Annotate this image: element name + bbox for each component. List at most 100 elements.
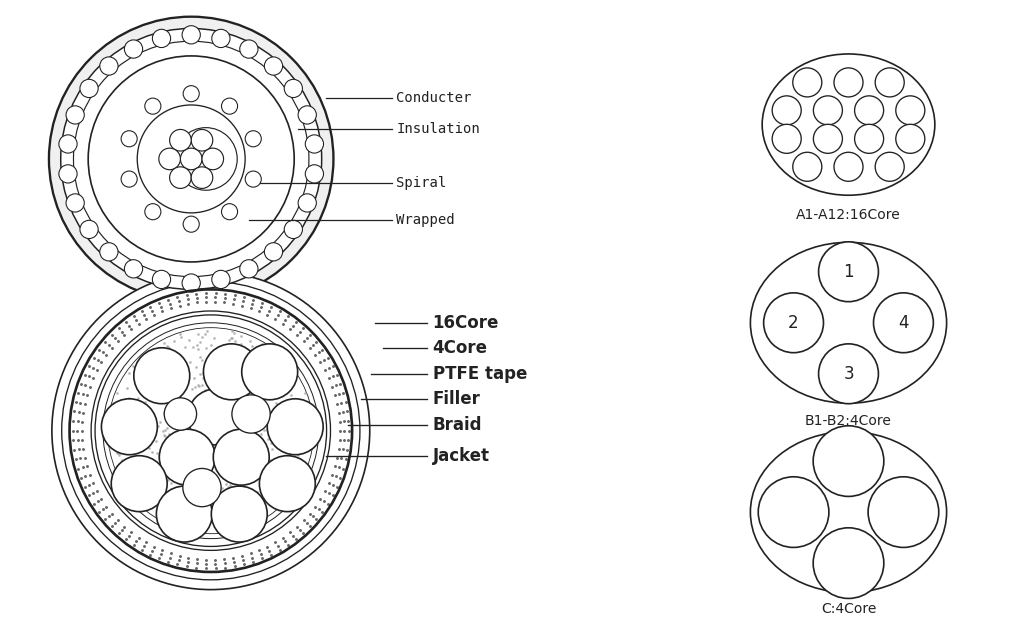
Text: A7: A7	[132, 479, 145, 489]
Circle shape	[124, 260, 142, 278]
Text: A11: A11	[286, 422, 305, 432]
Circle shape	[259, 456, 315, 511]
Circle shape	[855, 124, 884, 154]
Circle shape	[80, 80, 98, 97]
Circle shape	[183, 216, 200, 232]
Circle shape	[211, 486, 267, 542]
Text: C:4Core: C:4Core	[821, 602, 877, 616]
Circle shape	[896, 124, 925, 154]
Circle shape	[121, 171, 137, 187]
Text: 4: 4	[898, 314, 908, 332]
Circle shape	[202, 148, 223, 170]
Circle shape	[298, 106, 316, 124]
Circle shape	[793, 152, 822, 181]
Circle shape	[204, 344, 259, 400]
Circle shape	[264, 242, 283, 261]
Circle shape	[52, 271, 370, 590]
Circle shape	[818, 242, 879, 302]
Circle shape	[137, 105, 245, 213]
Circle shape	[66, 106, 84, 124]
Circle shape	[221, 204, 238, 220]
Circle shape	[240, 40, 258, 58]
Ellipse shape	[751, 432, 946, 592]
Circle shape	[58, 135, 77, 153]
Circle shape	[818, 344, 879, 404]
Circle shape	[80, 220, 98, 239]
Circle shape	[99, 57, 118, 75]
Text: Insulation: Insulation	[396, 123, 480, 136]
Text: A3: A3	[234, 452, 248, 462]
Text: Jacket: Jacket	[432, 447, 489, 465]
Circle shape	[876, 68, 904, 97]
Circle shape	[758, 477, 828, 547]
Circle shape	[108, 328, 313, 534]
Circle shape	[180, 148, 202, 170]
Circle shape	[221, 98, 238, 114]
Circle shape	[160, 429, 215, 485]
Circle shape	[305, 135, 324, 153]
Circle shape	[157, 486, 212, 542]
Circle shape	[153, 30, 171, 48]
Circle shape	[834, 68, 863, 97]
Circle shape	[245, 171, 261, 187]
Circle shape	[873, 293, 933, 353]
Circle shape	[813, 96, 843, 125]
Circle shape	[212, 270, 230, 289]
Circle shape	[212, 30, 230, 48]
Circle shape	[876, 152, 904, 181]
Text: B1: B1	[246, 410, 256, 418]
Circle shape	[124, 40, 142, 58]
Text: 3: 3	[843, 365, 854, 383]
Circle shape	[182, 26, 201, 44]
Circle shape	[134, 348, 189, 404]
Circle shape	[61, 281, 360, 580]
Circle shape	[88, 56, 294, 262]
Circle shape	[868, 477, 939, 547]
Circle shape	[240, 260, 258, 278]
Circle shape	[213, 429, 269, 485]
Text: A2: A2	[180, 452, 194, 462]
Text: Filler: Filler	[432, 391, 480, 408]
Circle shape	[153, 270, 171, 289]
Circle shape	[772, 96, 801, 125]
Text: Spiral: Spiral	[396, 176, 446, 191]
Circle shape	[74, 41, 309, 276]
Text: A12: A12	[260, 367, 280, 377]
Circle shape	[66, 194, 84, 212]
Circle shape	[764, 293, 823, 353]
Text: A10: A10	[278, 479, 297, 489]
Circle shape	[298, 194, 316, 212]
Circle shape	[183, 468, 221, 507]
Circle shape	[164, 398, 197, 430]
Text: A9: A9	[232, 509, 246, 519]
Text: A5: A5	[156, 371, 168, 381]
Circle shape	[183, 86, 200, 102]
Circle shape	[245, 131, 261, 147]
Text: Conducter: Conducter	[396, 91, 472, 105]
Text: A4: A4	[225, 367, 238, 377]
Circle shape	[60, 28, 322, 289]
Text: Braid: Braid	[432, 416, 482, 434]
Circle shape	[191, 130, 213, 151]
Circle shape	[187, 389, 244, 445]
Circle shape	[855, 96, 884, 125]
Circle shape	[267, 399, 324, 455]
Circle shape	[144, 204, 161, 220]
Text: B1-B2:4Core: B1-B2:4Core	[805, 414, 892, 428]
Circle shape	[285, 220, 302, 239]
Text: B2: B2	[197, 483, 207, 492]
Text: 1: 1	[843, 263, 854, 281]
Ellipse shape	[751, 242, 946, 404]
Circle shape	[813, 426, 884, 497]
Circle shape	[305, 165, 324, 183]
Text: 16Core: 16Core	[432, 314, 499, 332]
Circle shape	[170, 130, 191, 151]
Circle shape	[101, 399, 158, 455]
Circle shape	[191, 167, 213, 188]
Text: C: C	[178, 410, 183, 418]
Circle shape	[159, 148, 180, 170]
Text: Wrapped: Wrapped	[396, 213, 455, 227]
Circle shape	[182, 274, 201, 292]
Circle shape	[772, 124, 801, 154]
Circle shape	[121, 131, 137, 147]
